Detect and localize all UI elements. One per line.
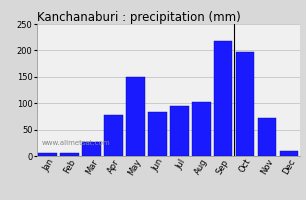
Bar <box>280 151 298 156</box>
Bar <box>38 153 57 156</box>
Text: www.allmetsat.com: www.allmetsat.com <box>42 140 110 146</box>
Bar <box>60 153 79 156</box>
Bar <box>148 112 167 156</box>
Text: Kanchanaburi : precipitation (mm): Kanchanaburi : precipitation (mm) <box>37 11 241 24</box>
Bar <box>258 118 276 156</box>
Bar <box>104 115 123 156</box>
Bar <box>82 142 101 156</box>
Bar <box>214 41 233 156</box>
Bar <box>192 102 211 156</box>
Bar <box>170 106 188 156</box>
Bar <box>126 77 145 156</box>
Bar <box>236 52 254 156</box>
